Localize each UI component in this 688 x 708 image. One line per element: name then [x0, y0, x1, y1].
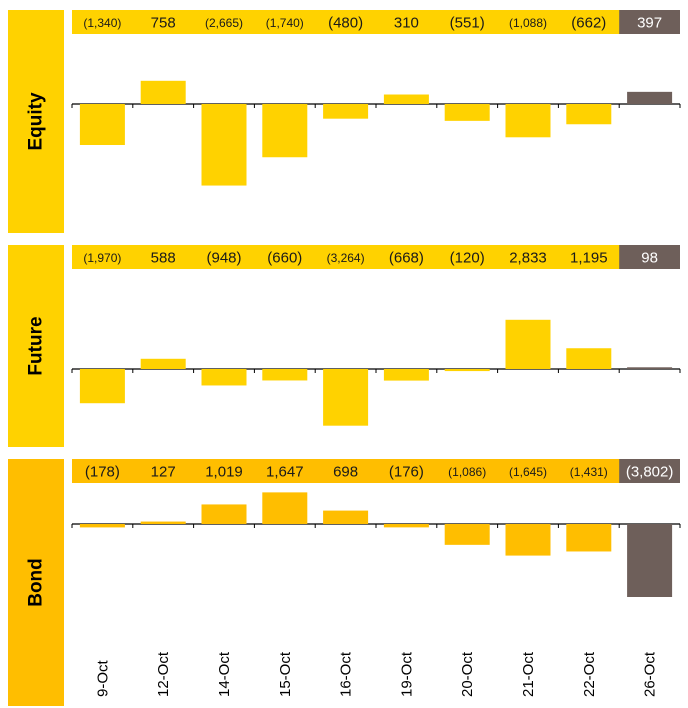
- data-label: 98: [641, 250, 658, 267]
- bar: [323, 369, 369, 426]
- data-label: 1,019: [205, 464, 243, 481]
- data-label: (120): [450, 250, 485, 267]
- bar: [444, 369, 490, 372]
- x-tick-label: 22-Oct: [581, 651, 598, 697]
- data-label: (1,340): [83, 16, 121, 30]
- data-label: 698: [333, 464, 358, 481]
- data-label: 1,195: [570, 250, 608, 267]
- bar: [627, 524, 673, 597]
- data-label: (1,086): [448, 465, 486, 479]
- row-label: Equity: [26, 92, 47, 150]
- row-label: Future: [26, 316, 47, 375]
- bar: [383, 369, 429, 381]
- row-label-panel: [8, 10, 64, 233]
- bar: [383, 524, 429, 528]
- data-label: (1,088): [509, 16, 547, 30]
- bar: [79, 369, 125, 404]
- bar: [627, 367, 673, 369]
- data-label: (551): [450, 15, 485, 32]
- data-label: 2,833: [509, 250, 547, 267]
- bar: [201, 104, 247, 186]
- data-label: (1,431): [570, 465, 608, 479]
- data-label: (480): [328, 15, 363, 32]
- bar: [566, 348, 612, 369]
- bar: [140, 80, 186, 104]
- bar: [201, 504, 247, 524]
- bar: [383, 94, 429, 104]
- value-strip: [72, 245, 678, 269]
- data-label: (1,740): [266, 16, 304, 30]
- bar: [201, 369, 247, 386]
- value-strip: [72, 10, 678, 34]
- bar: [566, 524, 612, 552]
- x-tick-label: 20-Oct: [459, 651, 476, 697]
- data-label: (2,665): [205, 16, 243, 30]
- data-label: (662): [571, 15, 606, 32]
- data-label: (660): [267, 250, 302, 267]
- data-label: 397: [637, 15, 662, 32]
- bar: [566, 104, 612, 125]
- bar: [79, 104, 125, 146]
- data-label: 758: [151, 15, 176, 32]
- value-strip: [72, 459, 678, 483]
- value-strip-highlight: [619, 245, 680, 269]
- bar: [505, 319, 551, 369]
- bar: [323, 104, 369, 119]
- value-strip-highlight: [619, 10, 680, 34]
- bar: [444, 104, 490, 121]
- data-label: (1,645): [509, 465, 547, 479]
- data-label: 310: [394, 15, 419, 32]
- row-label: Bond: [26, 558, 47, 607]
- bar: [444, 524, 490, 545]
- x-tick-label: 21-Oct: [520, 651, 537, 697]
- bar: [140, 521, 186, 524]
- x-tick-label: 15-Oct: [277, 651, 294, 697]
- bar: [323, 510, 369, 524]
- bar: [505, 104, 551, 138]
- bar: [262, 369, 308, 381]
- row-label-panel: [8, 459, 64, 706]
- bar: [262, 492, 308, 524]
- x-tick-label: 19-Oct: [398, 651, 415, 697]
- data-label: 1,647: [266, 464, 304, 481]
- data-label: (948): [206, 250, 241, 267]
- bar: [627, 91, 673, 104]
- data-label: (178): [85, 464, 120, 481]
- data-label: (176): [389, 464, 424, 481]
- bar: [79, 524, 125, 528]
- x-tick-label: 12-Oct: [155, 651, 172, 697]
- x-tick-label: 16-Oct: [338, 651, 355, 697]
- data-label: 127: [151, 464, 176, 481]
- data-label: (3,802): [626, 464, 674, 481]
- bar: [140, 358, 186, 369]
- row-label-panel: [8, 245, 64, 447]
- x-tick-label: 14-Oct: [216, 651, 233, 697]
- bar: [505, 524, 551, 556]
- x-tick-label: 9-Oct: [94, 659, 111, 697]
- value-strip-highlight: [619, 459, 680, 483]
- data-label: 588: [151, 250, 176, 267]
- data-label: (668): [389, 250, 424, 267]
- data-label: (3,264): [327, 251, 365, 265]
- bar: [262, 104, 308, 158]
- data-label: (1,970): [83, 251, 121, 265]
- x-tick-label: 26-Oct: [642, 651, 659, 697]
